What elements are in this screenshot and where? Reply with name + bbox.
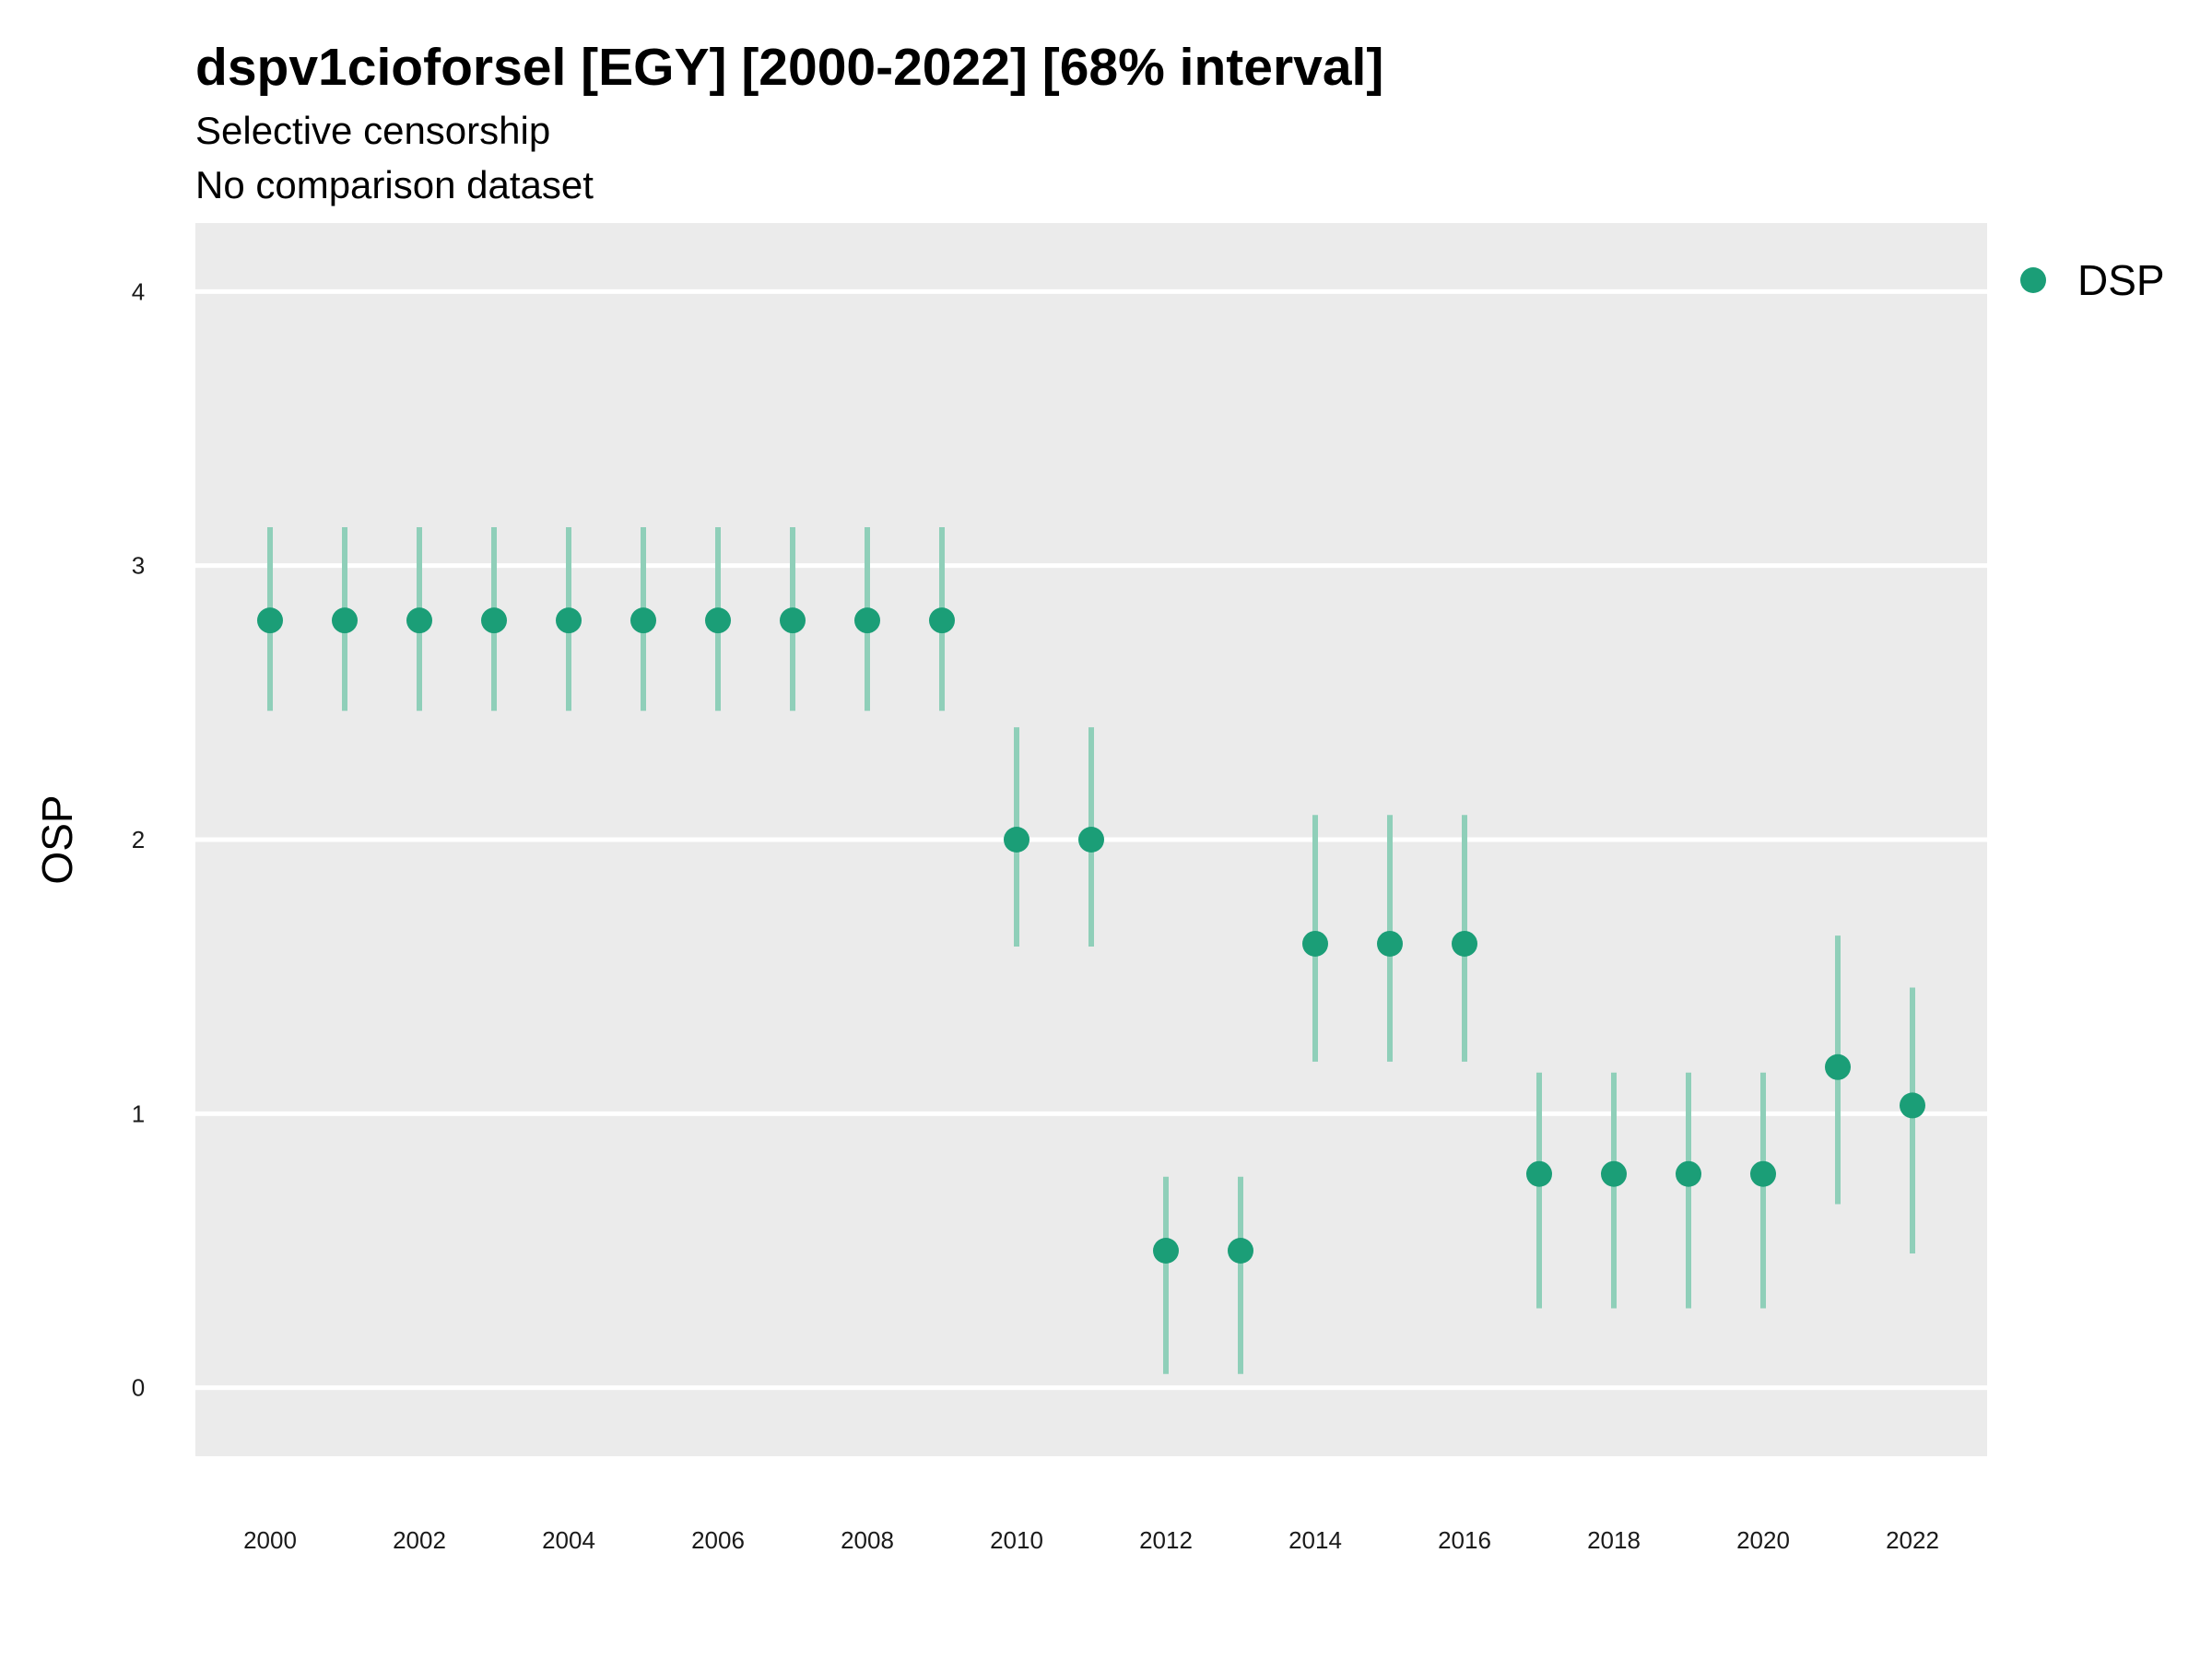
y-tick-label-2: 2 (132, 826, 145, 853)
legend-marker-dsp (2020, 267, 2046, 293)
x-tick-label-2010: 2010 (990, 1526, 1043, 1554)
data-point-2016 (1452, 930, 1477, 957)
x-tick-label-2004: 2004 (542, 1526, 595, 1554)
data-point-2004 (556, 607, 582, 634)
data-point-2005 (630, 607, 656, 634)
data-point-2018 (1601, 1160, 1627, 1187)
data-point-2009 (929, 607, 955, 634)
y-tick-label-0: 0 (132, 1374, 145, 1402)
chart-subtitle-2: No comparison dataset (195, 163, 594, 206)
legend: DSP (2020, 256, 2165, 304)
data-point-2021 (1825, 1053, 1851, 1080)
x-tick-label-2006: 2006 (691, 1526, 745, 1554)
data-point-2017 (1526, 1160, 1552, 1187)
data-point-2002 (406, 607, 432, 634)
x-tick-label-2012: 2012 (1139, 1526, 1193, 1554)
data-point-2014 (1302, 930, 1328, 957)
x-tick-label-2020: 2020 (1736, 1526, 1790, 1554)
x-axis-ticks: 2000 2002 2004 2006 2008 2010 2012 2014 2016 2018… (243, 1526, 1939, 1554)
legend-label-dsp: DSP (2077, 256, 2165, 304)
data-point-2011 (1078, 827, 1104, 853)
data-points (257, 607, 1925, 1264)
x-tick-label-2008: 2008 (841, 1526, 894, 1554)
y-tick-label-4: 4 (132, 277, 145, 305)
y-axis-label: OSP (33, 794, 81, 884)
x-tick-label-2014: 2014 (1288, 1526, 1342, 1554)
chart-title: dspv1cioforsel [EGY] [2000-2022] [68% in… (195, 38, 1383, 97)
data-point-2012 (1153, 1238, 1179, 1264)
data-point-2022 (1900, 1092, 1925, 1119)
data-point-2008 (854, 607, 880, 634)
x-tick-label-2000: 2000 (243, 1526, 297, 1554)
data-point-2000 (257, 607, 283, 634)
data-point-2010 (1004, 827, 1030, 853)
chart-subtitle: Selective censorship (195, 109, 550, 152)
data-point-2007 (780, 607, 806, 634)
data-point-2001 (332, 607, 358, 634)
x-tick-label-2016: 2016 (1438, 1526, 1491, 1554)
y-tick-label-3: 3 (132, 552, 145, 580)
y-tick-label-1: 1 (132, 1100, 145, 1127)
data-point-2020 (1750, 1160, 1776, 1187)
y-axis-ticks: 0 1 2 3 4 (132, 277, 145, 1401)
x-tick-label-2022: 2022 (1886, 1526, 1939, 1554)
data-point-2013 (1228, 1238, 1253, 1264)
data-point-2003 (481, 607, 507, 634)
data-point-2019 (1676, 1160, 1701, 1187)
x-tick-label-2002: 2002 (393, 1526, 446, 1554)
data-point-2015 (1377, 930, 1403, 957)
data-point-2006 (705, 607, 731, 634)
x-tick-label-2018: 2018 (1587, 1526, 1641, 1554)
